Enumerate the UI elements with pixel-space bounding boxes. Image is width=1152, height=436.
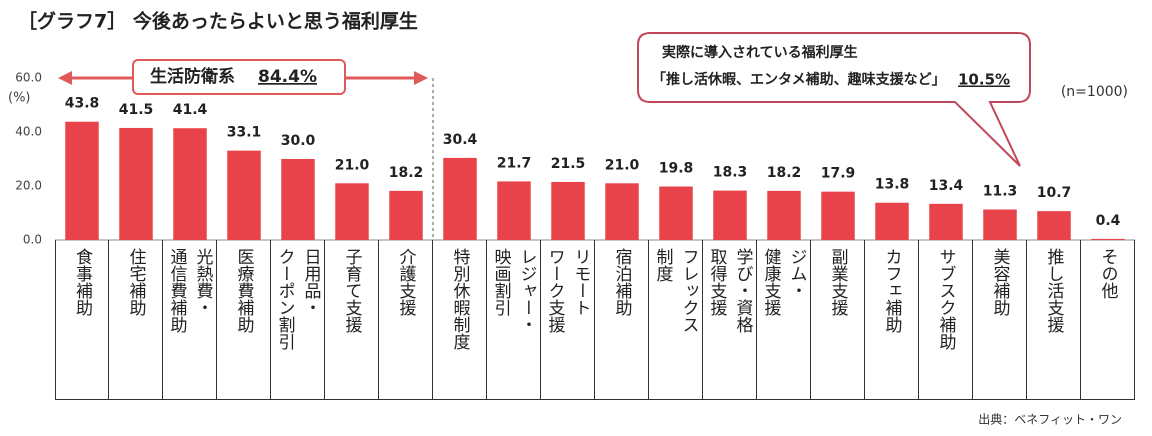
category-label: 美容補助 (973, 240, 1027, 400)
category-label: カフェ補助 (865, 240, 919, 400)
category-label: フレックス 制度 (649, 240, 703, 400)
bar (227, 150, 261, 240)
value-label: 13.8 (875, 177, 910, 193)
bar (767, 190, 801, 240)
bar (983, 209, 1017, 240)
category-label: その他 (1081, 240, 1135, 400)
bar (929, 203, 963, 240)
bar (875, 202, 909, 240)
y-tick-label: 0.0 (23, 233, 42, 247)
callout-box (637, 32, 1031, 167)
bar (821, 191, 855, 240)
bar (119, 127, 153, 240)
source: 出典：ベネフィット・ワン (978, 413, 1122, 427)
category-label: 介護支援 (379, 240, 433, 400)
value-label: 21.7 (497, 155, 532, 171)
callout-line1: 実際に導入されている福利厚生 (662, 44, 858, 61)
category-label: 宿泊補助 (595, 240, 649, 400)
value-label: 43.8 (65, 96, 100, 112)
value-label: 21.0 (605, 157, 640, 173)
value-label: 17.9 (821, 166, 856, 182)
value-label: 19.8 (659, 161, 694, 177)
sample-note: (n=1000) (1061, 84, 1128, 100)
bar (713, 190, 747, 240)
value-label: 18.3 (713, 165, 748, 181)
value-label: 18.2 (767, 165, 802, 181)
value-label: 21.0 (335, 157, 370, 173)
value-label: 11.3 (983, 183, 1018, 199)
group-value: 84.4% (258, 67, 317, 87)
group-label: 生活防衛系 (150, 66, 235, 87)
value-label: 13.4 (929, 178, 964, 194)
category-label: 子育て支援 (325, 240, 379, 400)
category-label: 食事補助 (55, 240, 109, 400)
bar (1037, 211, 1071, 240)
category-label: サブスク補助 (919, 240, 973, 400)
callout-line2: 「推し活休暇、エンタメ補助、趣味支援など」 (652, 71, 946, 88)
bar (443, 157, 477, 240)
bar (173, 128, 207, 240)
y-unit: (%) (8, 91, 31, 106)
value-label: 30.0 (281, 133, 316, 149)
value-label: 41.5 (119, 102, 154, 118)
category-label: 特別休暇制度 (433, 240, 487, 400)
bar (281, 159, 315, 240)
bar (335, 183, 369, 240)
bar (65, 121, 99, 240)
category-label: 副業支援 (811, 240, 865, 400)
category-label: リモート ワーク支援 (541, 240, 595, 400)
y-tick-label: 40.0 (15, 125, 42, 139)
group-arrow (58, 59, 428, 95)
value-label: 30.4 (443, 132, 478, 148)
value-label: 21.5 (551, 156, 586, 172)
value-label: 33.1 (227, 125, 262, 141)
bar (605, 183, 639, 240)
category-label: ジム・ 健康支援 (757, 240, 811, 400)
category-label: 推し活支援 (1027, 240, 1081, 400)
category-label: 光熱費・ 通信費補助 (163, 240, 217, 400)
value-label: 41.4 (173, 102, 208, 118)
bar (1091, 238, 1125, 240)
y-tick-label: 20.0 (15, 179, 42, 193)
bar (389, 190, 423, 240)
callout-value: 10.5% (958, 71, 1010, 89)
value-label: 10.7 (1037, 185, 1072, 201)
chart-title: ［グラフ7］ 今後あったらよいと思う福利厚生 (18, 10, 418, 33)
bar (659, 186, 693, 240)
value-label: 18.2 (389, 165, 424, 181)
category-label: レジャー・ 映画割引 (487, 240, 541, 400)
category-label: 住宅補助 (109, 240, 163, 400)
category-label: 学び・資格 取得支援 (703, 240, 757, 400)
bar (497, 181, 531, 240)
category-label: 日用品・ クーポン割引 (271, 240, 325, 400)
value-label: 0.4 (1096, 213, 1121, 229)
category-label: 医療費補助 (217, 240, 271, 400)
bar (551, 181, 585, 240)
y-tick-label: 60.0 (15, 71, 42, 85)
